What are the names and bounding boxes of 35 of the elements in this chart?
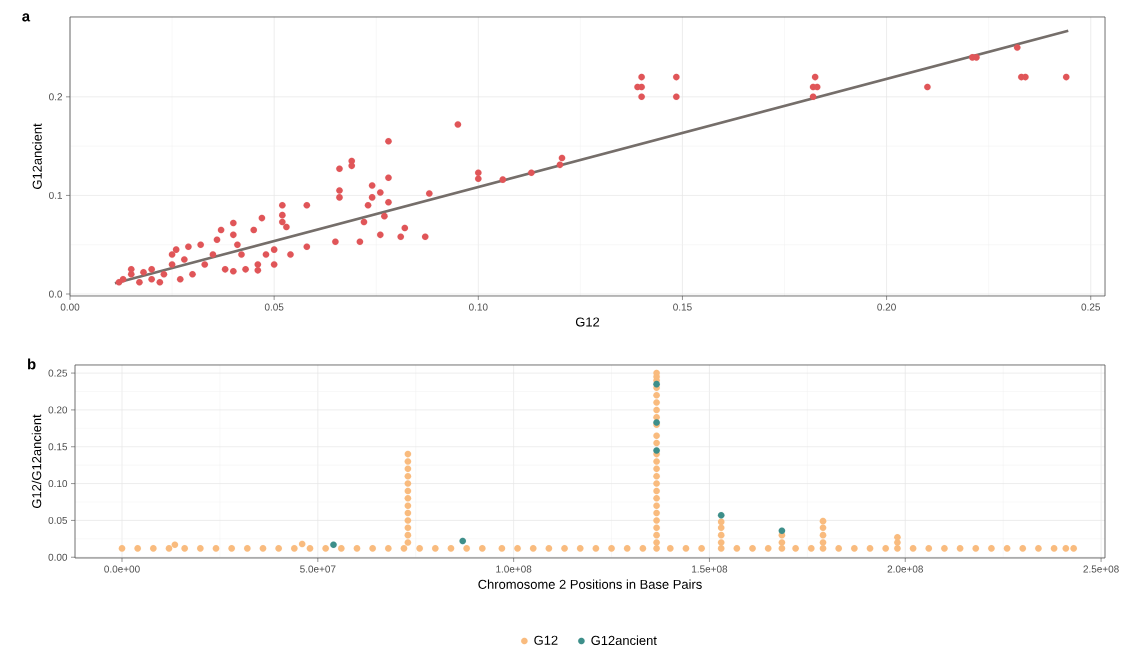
- point: [717, 511, 725, 519]
- y-axis-title: G12/G12ancient: [31, 414, 42, 508]
- x-tick-label: 0.15: [673, 303, 692, 311]
- y-tick-label: 0.00: [48, 553, 68, 561]
- x-tick-label: 1.5e+08: [692, 565, 728, 573]
- point: [459, 537, 467, 545]
- y-tick-label: 0.05: [48, 516, 68, 524]
- point: [330, 541, 337, 549]
- x-tick-label: 0.10: [469, 303, 488, 311]
- y-tick-label: 0.10: [48, 480, 68, 488]
- x-tick-label: 1.0e+08: [496, 565, 532, 573]
- x-tick-label: 2.0e+08: [887, 565, 923, 573]
- legend-label: G12ancient: [591, 635, 657, 646]
- x-tick-label: 0.0e+00: [104, 565, 140, 573]
- x-axis-title: Chromosome 2 Positions in Base Pairs: [478, 579, 702, 589]
- x-axis-title: G12: [575, 317, 600, 327]
- y-tick-label: 0.0: [49, 290, 63, 298]
- x-tick-label: 5.0e+07: [300, 565, 336, 573]
- x-tick-label: 0.25: [1081, 303, 1101, 311]
- point: [653, 447, 660, 454]
- y-tick-label: 0.1: [49, 191, 63, 199]
- y-tick-label: 0.25: [48, 369, 68, 377]
- point: [778, 527, 786, 535]
- x-tick-label: 2.5e+08: [1083, 565, 1119, 573]
- chart-title: b: [28, 358, 36, 370]
- chart-title: a: [22, 13, 31, 22]
- point: [653, 380, 660, 388]
- x-tick-label: 0.05: [264, 303, 284, 311]
- legend-label: G12: [534, 635, 558, 645]
- y-axis-title: G12ancient: [32, 123, 42, 189]
- y-tick-label: 0.15: [48, 443, 68, 451]
- y-tick-label: 0.20: [48, 406, 68, 414]
- x-tick-label: 0.20: [877, 303, 896, 311]
- y-tick-label: 0.2: [49, 93, 62, 101]
- x-tick-label: 0.00: [60, 303, 80, 311]
